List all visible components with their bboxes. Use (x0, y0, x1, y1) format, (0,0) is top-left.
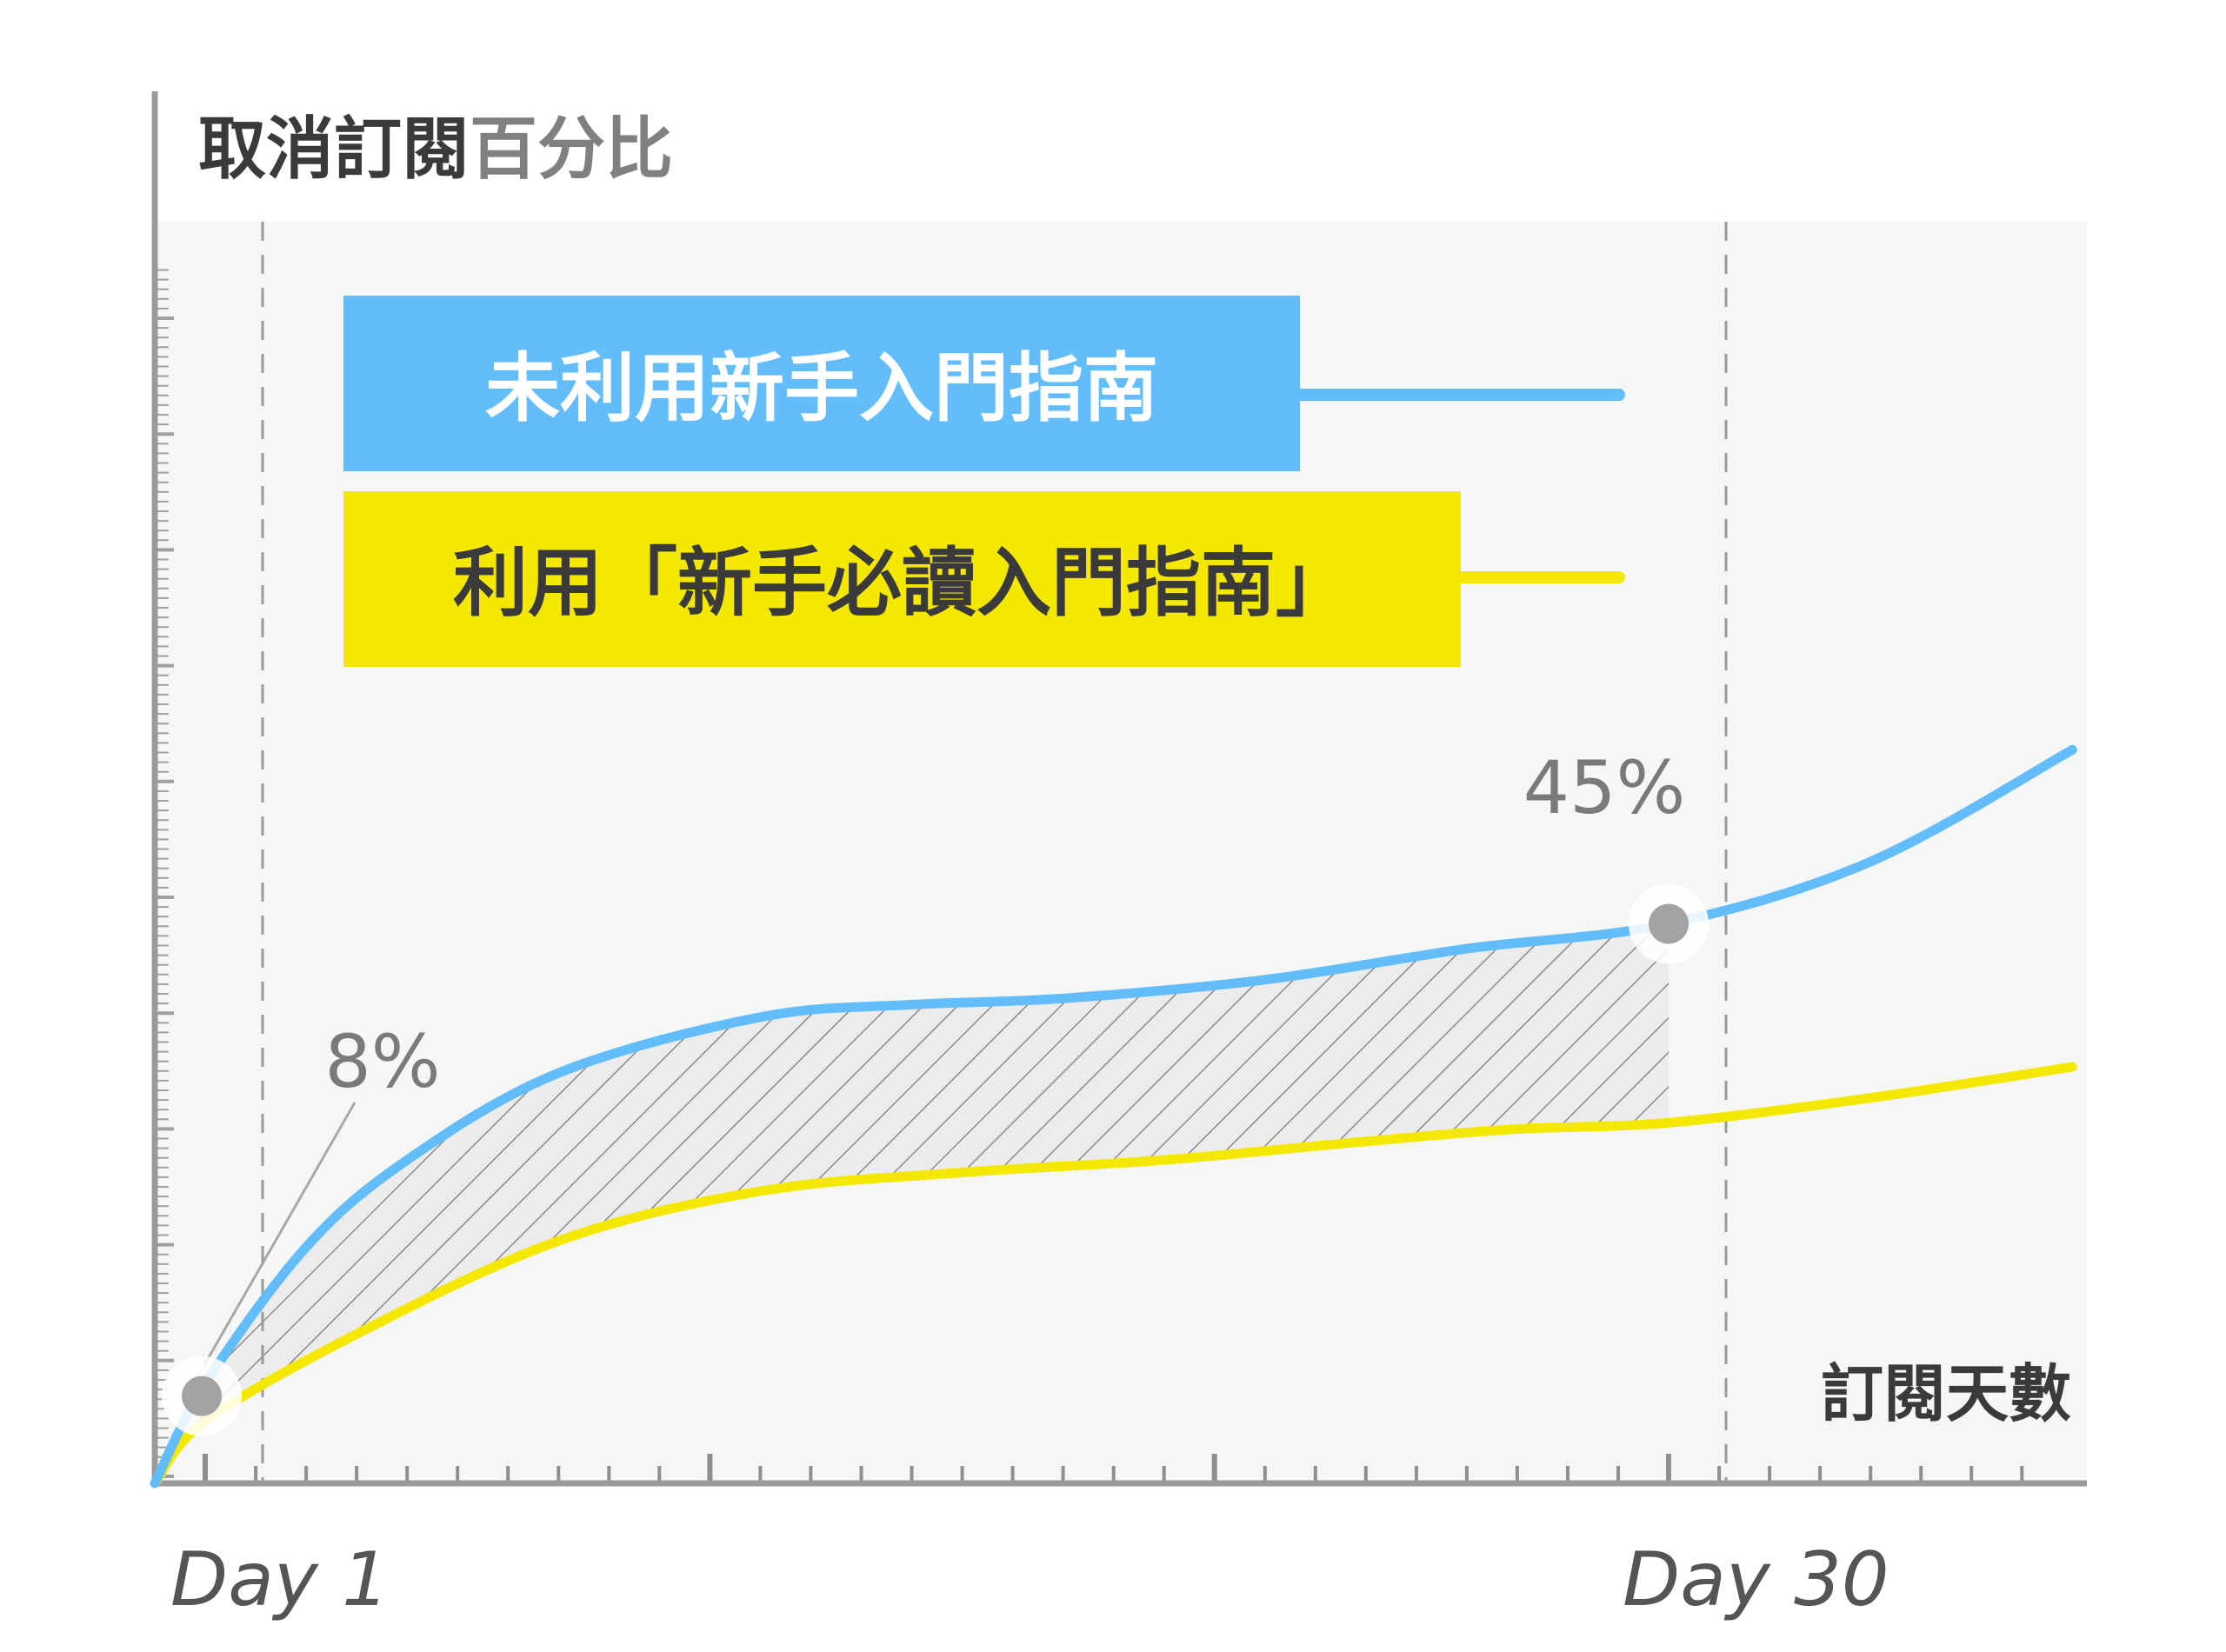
annotation-45-marker (1649, 903, 1689, 944)
legend-label-with-guide: 利用「新手必讀入門指南」 (453, 540, 1350, 627)
y-axis-title: 取消訂閱百分比 (198, 110, 673, 189)
legend-box-without-guide (343, 296, 1300, 471)
annotation-8-leader-line (202, 1102, 357, 1368)
annotation-8-label: 8% (324, 1019, 440, 1104)
x-tick-label-day30: Day 30 (1623, 1536, 1889, 1623)
annotation-45-label: 45% (1523, 745, 1686, 830)
y-axis-title-main: 取消訂閱 (198, 110, 470, 189)
series-line-with-guide (150, 1062, 2077, 1489)
legend-label-without-guide: 未利用新手入門指南 (485, 345, 1158, 432)
annotation-8-marker (182, 1376, 223, 1416)
legend-box-with-guide (343, 491, 1461, 667)
x-tick-label-day1: Day 1 (170, 1536, 390, 1623)
difference-shading (155, 923, 1669, 1483)
x-axis-title: 訂閱天數 (1821, 1357, 2071, 1430)
y-axis-title-sub: 百分比 (470, 110, 673, 189)
